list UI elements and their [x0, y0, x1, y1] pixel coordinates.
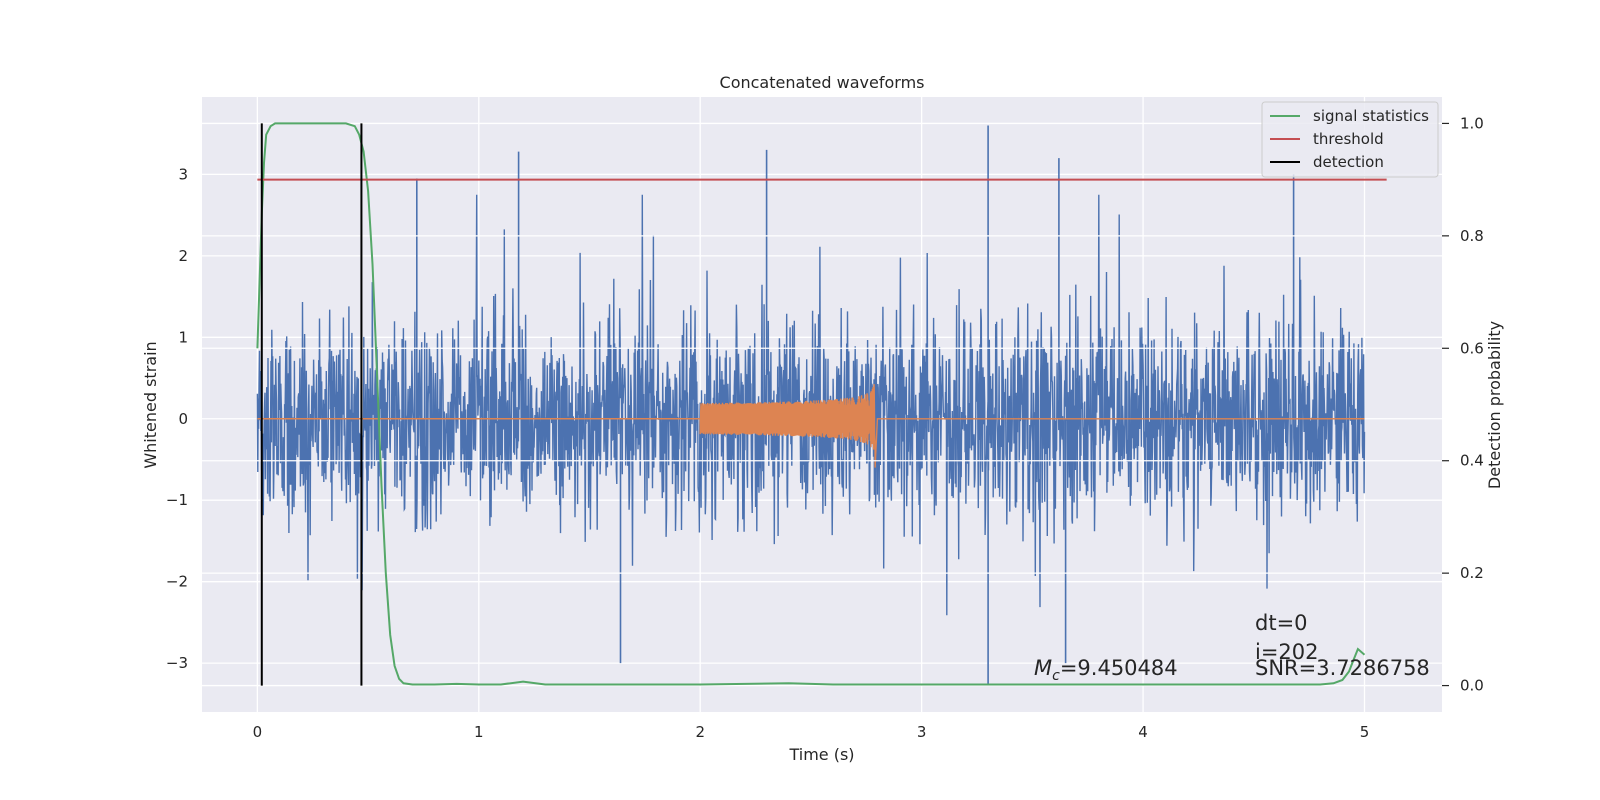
y-tick-label: 3 — [178, 165, 188, 183]
y-right-tick-label: 0.4 — [1460, 452, 1484, 470]
legend-label-threshold: threshold — [1313, 130, 1384, 148]
y-tick-label: 0 — [178, 410, 188, 428]
y-right-tick-label: 0.0 — [1460, 677, 1484, 695]
x-tick-label: 2 — [695, 723, 705, 741]
whitened-strain-line — [256, 194, 1366, 616]
legend-label-detection: detection — [1313, 153, 1384, 171]
y-tick-label: 1 — [178, 328, 188, 346]
legend-box — [1261, 101, 1439, 178]
y-axis-label: Whitened strain — [141, 341, 160, 468]
detection-overlay — [256, 122, 1387, 686]
legend: signal statistics threshold detection — [1261, 101, 1439, 178]
whitened-strain-series — [256, 125, 1366, 684]
x-tick-label: 3 — [917, 723, 927, 741]
chart-title: Concatenated waveforms — [720, 73, 925, 92]
y-tick-label: −3 — [166, 654, 188, 672]
x-tick-label: 1 — [474, 723, 484, 741]
legend-label-signal-statistics: signal statistics — [1313, 107, 1429, 125]
y-right-axis-label: Detection probability — [1485, 321, 1504, 489]
snr-annotation: SNR=3.7286758 — [1255, 656, 1430, 680]
y-right-tick-label: 0.8 — [1460, 227, 1484, 245]
y-tick-label: −1 — [166, 491, 188, 509]
y-right-tick-label: 1.0 — [1460, 114, 1484, 132]
x-tick-label: 4 — [1138, 723, 1148, 741]
template-waveform-line — [257, 384, 1365, 468]
y-right-tick-label: 0.6 — [1460, 339, 1484, 357]
x-tick-label: 0 — [253, 723, 263, 741]
y-tick-label: 2 — [178, 247, 188, 265]
x-axis-label: Time (s) — [788, 745, 854, 764]
index-annotation: i=202 — [1255, 640, 1319, 664]
x-tick-label: 5 — [1360, 723, 1370, 741]
right-axis-grid-lines — [202, 122, 1442, 687]
whitened-strain-spikes — [416, 125, 1295, 684]
template-waveform-series — [257, 384, 1365, 468]
y-tick-label: −2 — [166, 573, 188, 591]
chirp-mass-annotation: Mc=9.450484 — [1034, 656, 1178, 684]
axis-ticks: 0 1 2 3 4 5 −3 −2 −1 0 1 2 3 0.0 0.2 0.4 0.6 0.8 1.0 — [166, 114, 1484, 741]
dt-annotation: dt=0 — [1255, 611, 1308, 635]
signal-statistics-line — [256, 122, 1366, 686]
y-right-tick-label: 0.2 — [1460, 564, 1484, 582]
